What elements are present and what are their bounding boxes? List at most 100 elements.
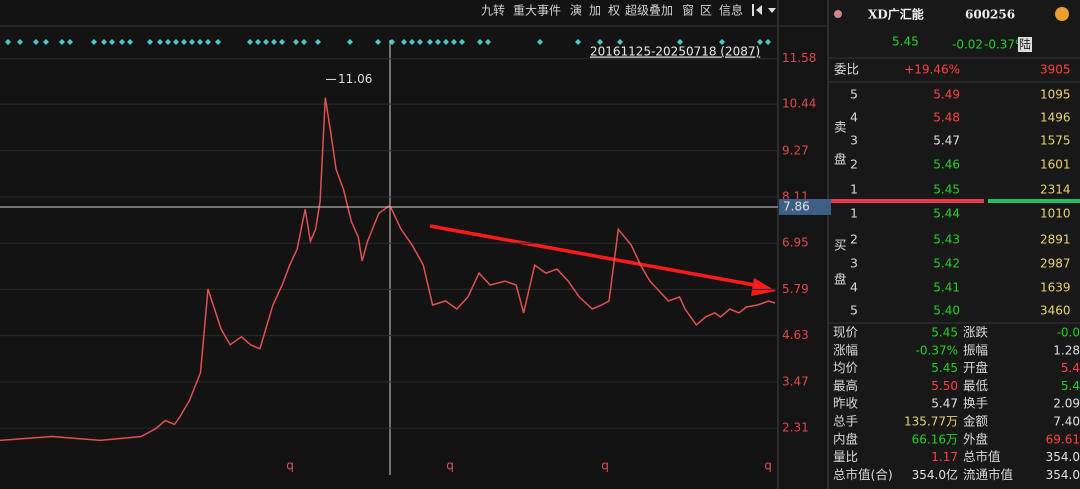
stat-label: 总市值 (963, 449, 1001, 464)
stock-name: XD广汇能 (868, 7, 924, 22)
stat-value: 5.50 (931, 379, 958, 393)
book-price: 5.45 (933, 183, 960, 197)
dropdown-icon[interactable] (768, 8, 776, 13)
trend-arrow (429, 224, 761, 288)
toolbar-item[interactable]: 重大事件 (513, 4, 561, 18)
event-marker (409, 39, 415, 45)
toolbar-item[interactable]: 演 (570, 3, 582, 18)
book-price: 5.48 (933, 111, 960, 125)
level: 2 (850, 157, 858, 172)
badge-bg (1018, 37, 1032, 52)
stat-label: 均价 (833, 360, 859, 375)
stat-value: 1.28 (1053, 343, 1080, 357)
level: 3 (850, 256, 858, 271)
change-pct: -0.37% (984, 38, 1026, 52)
book-price: 5.41 (933, 281, 960, 295)
book-price: 5.42 (933, 257, 960, 271)
toolbar-item[interactable]: 区 (700, 4, 712, 18)
event-marker (293, 39, 299, 45)
q-marker: q (764, 459, 772, 473)
stat-value: -0.0 (1057, 326, 1080, 340)
q-marker: q (446, 459, 454, 473)
event-marker (765, 39, 771, 45)
event-marker (537, 39, 543, 45)
event-marker (575, 39, 581, 45)
toolbar-item[interactable]: 窗 (682, 4, 694, 18)
level: 2 (850, 232, 858, 247)
stat-value: 1.17 (931, 450, 958, 464)
stat-value: 354.0亿 (912, 467, 958, 482)
stat-label: 振幅 (963, 342, 988, 357)
event-marker (127, 39, 133, 45)
stat-label: 涨幅 (833, 342, 858, 357)
book-volume: 1496 (1040, 111, 1071, 125)
stat-value: -0.37% (916, 343, 958, 357)
event-marker (189, 39, 195, 45)
ratio-label: 委比 (834, 62, 859, 77)
event-marker (165, 39, 171, 45)
book-volume: 2987 (1040, 257, 1071, 271)
stat-value: 69.61 (1046, 432, 1080, 446)
toolbar-item[interactable]: 权 (608, 4, 620, 18)
y-tick-label: 4.63 (782, 328, 809, 342)
stat-value: 135.77万 (904, 415, 958, 429)
event-marker (451, 39, 457, 45)
toolbar-item[interactable]: 超级叠加 (625, 3, 673, 18)
event-marker (443, 39, 449, 45)
stat-label: 现价 (833, 325, 859, 340)
ask-bar (988, 199, 1080, 203)
stat-value: 5.4 (1061, 379, 1080, 393)
book-price: 5.46 (933, 158, 960, 172)
toolbar-item[interactable]: 信息 (719, 3, 743, 18)
level: 4 (850, 110, 858, 125)
y-tick-label: 6.95 (782, 236, 809, 250)
y-tick-label: 3.47 (782, 374, 809, 388)
event-marker (315, 39, 321, 45)
book-volume: 1639 (1040, 281, 1071, 295)
price-line (0, 97, 776, 442)
event-marker (91, 39, 97, 45)
book-volume: 3460 (1040, 304, 1071, 318)
y-tick-label: 5.79 (782, 282, 809, 296)
y-tick-label: 11.58 (782, 51, 816, 65)
book-volume: 1601 (1040, 158, 1071, 172)
toolbar-icon[interactable] (752, 4, 762, 16)
stat-label: 外盘 (963, 431, 988, 446)
event-marker (677, 39, 683, 45)
chart-bg (0, 0, 778, 489)
price: 5.45 (892, 35, 919, 49)
event-marker (173, 39, 179, 45)
peak-label: 11.06 (338, 72, 372, 86)
y-tick-label: 10.44 (782, 97, 816, 111)
level: 1 (850, 182, 858, 197)
event-marker (205, 39, 211, 45)
level: 3 (850, 133, 858, 148)
event-marker (757, 39, 763, 45)
crosshair-label: 7.86 (783, 199, 810, 213)
stat-value: 66.16万 (912, 432, 958, 446)
stat-label: 流通市值 (963, 467, 1013, 482)
arrow-head (751, 278, 776, 296)
sell-side: 卖 (834, 120, 847, 135)
event-marker (33, 39, 39, 45)
app-icon[interactable] (1055, 7, 1069, 21)
toolbar-item[interactable]: 加 (589, 4, 601, 18)
event-marker (43, 39, 49, 45)
event-marker (279, 39, 285, 45)
event-marker (147, 39, 153, 45)
book-volume: 1575 (1040, 134, 1071, 148)
event-marker (417, 39, 423, 45)
stat-value: 5.4 (1061, 361, 1080, 375)
event-marker (477, 39, 483, 45)
toolbar-item[interactable]: 九转 (481, 3, 505, 18)
level: 5 (850, 303, 858, 318)
event-marker (109, 39, 115, 45)
event-marker (485, 39, 491, 45)
logo (834, 10, 842, 18)
event-marker (459, 39, 465, 45)
q-marker: q (601, 459, 609, 473)
event-marker (181, 39, 187, 45)
stat-value: 5.45 (931, 326, 958, 340)
event-marker (247, 39, 253, 45)
level: 5 (850, 87, 858, 102)
